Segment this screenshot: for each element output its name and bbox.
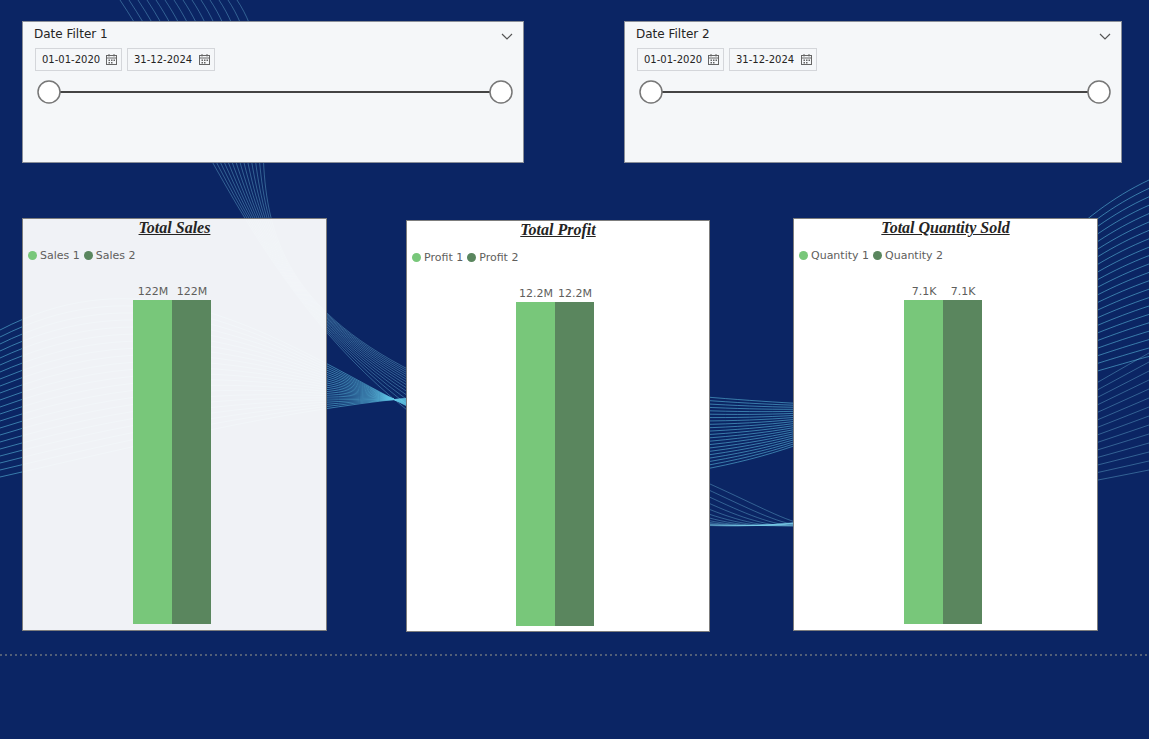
html-text:Date Filter 2: Date Filter 2: [636, 27, 710, 41]
html-text:31-12-2024: 31-12-2024: [134, 54, 193, 65]
html-text:Sales 1: Sales 1: [40, 249, 80, 262]
svg-text:122M: 122M: [138, 285, 169, 298]
html-text:Quantity 1: Quantity 1: [811, 249, 869, 262]
svg-text:12.2M: 12.2M: [519, 287, 553, 300]
html-text:Total Quantity Sold: Total Quantity Sold: [881, 219, 1010, 236]
html-text:Profit 2: Profit 2: [479, 251, 519, 264]
svg-text:122M: 122M: [177, 285, 208, 298]
html-text:31-12-2024: 31-12-2024: [736, 54, 795, 65]
svg-text:7.1K: 7.1K: [912, 285, 937, 298]
svg-text:7.1K: 7.1K: [951, 285, 976, 298]
html-text:Profit 1: Profit 1: [424, 251, 464, 264]
html-text:Quantity 2: Quantity 2: [885, 249, 944, 262]
html-text:Total Sales: Total Sales: [138, 219, 211, 236]
html-text:Total Profit: Total Profit: [520, 221, 596, 238]
html-text:01-01-2020: 01-01-2020: [644, 54, 703, 65]
html-text:Sales 2: Sales 2: [95, 249, 136, 262]
html-text:01-01-2020: 01-01-2020: [42, 54, 101, 65]
html-text:Date Filter 1: Date Filter 1: [34, 27, 108, 41]
svg-text:12.2M: 12.2M: [558, 287, 592, 300]
